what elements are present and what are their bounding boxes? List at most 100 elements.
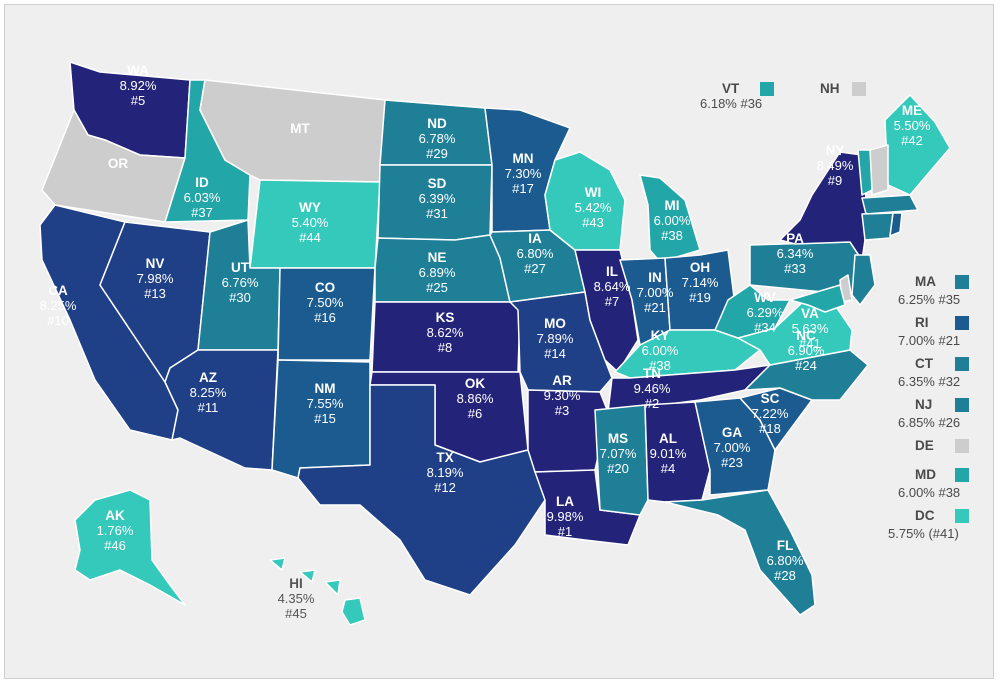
state-abbr-ga: GA bbox=[722, 425, 743, 440]
label-nv: NV7.98%#13 bbox=[137, 256, 174, 301]
state-abbr-pa: PA bbox=[786, 231, 804, 246]
state-abbr-mt: MT bbox=[290, 121, 310, 136]
callout-swatch-ct bbox=[955, 357, 969, 371]
state-abbr-ky: KY bbox=[651, 328, 670, 343]
state-rate-az: 8.25% bbox=[190, 385, 227, 400]
state-abbr-mi: MI bbox=[665, 198, 680, 213]
state-rank-tn: #2 bbox=[645, 396, 659, 411]
state-rate-hi: 4.35% bbox=[278, 591, 315, 606]
label-al: AL9.01%#4 bbox=[650, 431, 687, 476]
state-nj[interactable] bbox=[851, 254, 876, 306]
state-abbr-ny: NY bbox=[826, 143, 845, 158]
state-abbr-ut: UT bbox=[231, 260, 250, 275]
state-abbr-nc: NC bbox=[796, 328, 816, 343]
state-shapes bbox=[39, 61, 951, 626]
state-abbr-me: ME bbox=[902, 103, 922, 118]
state-rate-ga: 7.00% bbox=[714, 440, 751, 455]
callout-swatch-ma bbox=[955, 275, 969, 289]
state-abbr-mo: MO bbox=[544, 316, 566, 331]
state-abbr-wi: WI bbox=[585, 185, 602, 200]
state-rate-ut: 6.76% bbox=[222, 275, 259, 290]
state-abbr-al: AL bbox=[659, 431, 677, 446]
state-wv[interactable] bbox=[714, 284, 791, 339]
state-rate-ny: 8.49% bbox=[817, 158, 854, 173]
state-abbr-nv: NV bbox=[146, 256, 165, 271]
label-id: ID6.03%#37 bbox=[184, 175, 221, 220]
state-rate-id: 6.03% bbox=[184, 190, 221, 205]
state-rank-id: #37 bbox=[191, 205, 213, 220]
state-tx[interactable] bbox=[297, 384, 546, 596]
state-ms[interactable] bbox=[594, 404, 649, 516]
state-rate-mn: 7.30% bbox=[505, 166, 542, 181]
state-abbr-nm: NM bbox=[315, 381, 336, 396]
callout-value-nj: 6.85% #26 bbox=[898, 415, 960, 430]
state-rank-ms: #20 bbox=[607, 461, 629, 476]
state-abbr-la: LA bbox=[556, 494, 574, 509]
callout-swatch-nj bbox=[955, 398, 969, 412]
state-az[interactable] bbox=[164, 349, 279, 471]
state-nh[interactable] bbox=[869, 144, 889, 196]
state-ct[interactable] bbox=[861, 212, 894, 241]
state-vt[interactable] bbox=[857, 149, 873, 196]
state-abbr-ne: NE bbox=[428, 250, 447, 265]
callout-dc: DC 5.75% (#41) bbox=[888, 508, 969, 541]
state-va[interactable] bbox=[737, 297, 853, 366]
state-ri[interactable] bbox=[889, 212, 903, 237]
state-abbr-fl: FL bbox=[777, 538, 794, 553]
state-rate-wv: 6.29% bbox=[747, 305, 784, 320]
callout-ri: RI 7.00% #21 bbox=[898, 315, 969, 348]
callout-ma: MA 6.25% #35 bbox=[898, 274, 969, 307]
state-labels: WA8.92%#5ORCA8.25%#10ID6.03%#37NV7.98%#1… bbox=[40, 63, 931, 621]
state-rate-ne: 6.89% bbox=[419, 265, 456, 280]
callout-ct: CT 6.35% #32 bbox=[898, 356, 969, 389]
label-la: LA9.98%#1 bbox=[547, 494, 584, 539]
state-rank-ca: #10 bbox=[47, 313, 69, 328]
state-rate-la: 9.98% bbox=[547, 509, 584, 524]
callout-value-dc: 5.75% (#41) bbox=[888, 526, 959, 541]
label-in: IN7.00%#21 bbox=[637, 270, 674, 315]
state-rank-ar: #3 bbox=[555, 403, 569, 418]
label-ny: NY8.49%#9 bbox=[817, 143, 854, 188]
state-abbr-il: IL bbox=[606, 264, 618, 279]
label-tn: TN9.46%#2 bbox=[634, 366, 671, 411]
label-tx: TX8.19%#12 bbox=[427, 450, 464, 495]
state-rank-wy: #44 bbox=[299, 230, 321, 245]
state-rate-oh: 7.14% bbox=[682, 275, 719, 290]
state-md[interactable] bbox=[789, 284, 846, 313]
state-rank-fl: #28 bbox=[774, 568, 796, 583]
state-abbr-hi: HI bbox=[289, 576, 303, 591]
state-rank-oh: #19 bbox=[689, 290, 711, 305]
callout-abbr-nh: NH bbox=[820, 81, 840, 96]
label-sd: SD6.39%#31 bbox=[419, 176, 456, 221]
state-rank-sc: #18 bbox=[759, 421, 781, 436]
state-sc[interactable] bbox=[739, 387, 813, 451]
state-rate-va: 5.63% bbox=[792, 321, 829, 336]
state-rank-ne: #25 bbox=[426, 280, 448, 295]
callout-swatch-de bbox=[955, 439, 969, 453]
state-abbr-ok: OK bbox=[465, 376, 486, 391]
callout-swatch-md bbox=[955, 468, 969, 482]
state-co[interactable] bbox=[277, 267, 376, 361]
state-hi[interactable] bbox=[269, 557, 366, 626]
state-abbr-va: VA bbox=[801, 306, 819, 321]
label-ia: IA6.80%#27 bbox=[517, 231, 554, 276]
callout-abbr-ct: CT bbox=[915, 356, 934, 371]
label-ks: KS8.62%#8 bbox=[427, 310, 464, 355]
state-rate-ak: 1.76% bbox=[97, 523, 134, 538]
state-abbr-tx: TX bbox=[436, 450, 453, 465]
state-rate-ok: 8.86% bbox=[457, 391, 494, 406]
state-fl[interactable] bbox=[664, 489, 816, 616]
state-ma[interactable] bbox=[861, 194, 919, 215]
label-ne: NE6.89%#25 bbox=[419, 250, 456, 295]
state-rate-wa: 8.92% bbox=[120, 78, 157, 93]
label-co: CO7.50%#16 bbox=[307, 280, 344, 325]
label-hi: HI4.35%#45 bbox=[278, 576, 315, 621]
state-la[interactable] bbox=[534, 469, 641, 546]
state-rate-ia: 6.80% bbox=[517, 246, 554, 261]
state-rank-ga: #23 bbox=[721, 455, 743, 470]
label-nm: NM7.55%#15 bbox=[307, 381, 344, 426]
state-rate-nm: 7.55% bbox=[307, 396, 344, 411]
state-abbr-in: IN bbox=[648, 270, 662, 285]
state-ak[interactable] bbox=[74, 489, 186, 606]
